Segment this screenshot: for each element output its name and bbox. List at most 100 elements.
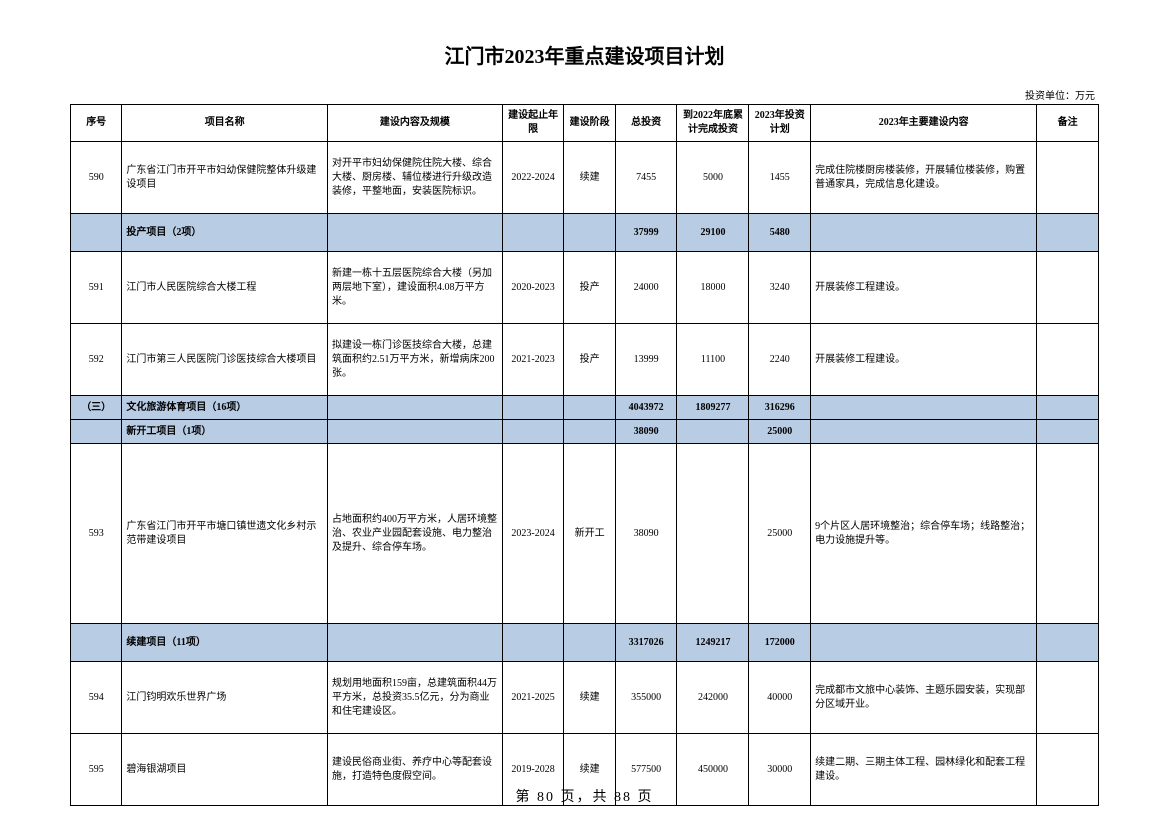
col-done: 到2022年底累计完成投资 (677, 105, 749, 142)
cell-task (811, 420, 1037, 444)
cell-note (1037, 420, 1099, 444)
cell-stage: 新开工 (564, 444, 615, 624)
cell-name: 江门市第三人民医院门诊医技综合大楼项目 (122, 324, 328, 396)
cell-done (677, 444, 749, 624)
cell-period (502, 624, 564, 662)
cell-name: 投产项目（2项） (122, 214, 328, 252)
cell-note (1037, 662, 1099, 734)
cell-done: 18000 (677, 252, 749, 324)
cell-period (502, 420, 564, 444)
table-row: 593广东省江门市开平市塘口镇世遗文化乡村示范带建设项目占地面积约400万平方米… (71, 444, 1099, 624)
cell-period: 2020-2023 (502, 252, 564, 324)
cell-plan: 316296 (749, 396, 811, 420)
cell-period: 2021-2025 (502, 662, 564, 734)
col-period: 建设起止年限 (502, 105, 564, 142)
table-row: 续建项目（11项） 33170261249217172000 (71, 624, 1099, 662)
cell-seq: 590 (71, 142, 122, 214)
cell-seq: （三） (71, 396, 122, 420)
col-note: 备注 (1037, 105, 1099, 142)
table-header-row: 序号 项目名称 建设内容及规模 建设起止年限 建设阶段 总投资 到2022年底累… (71, 105, 1099, 142)
col-seq: 序号 (71, 105, 122, 142)
cell-scope: 对开平市妇幼保健院住院大楼、综合大楼、厨房楼、辅位楼进行升级改造装修，平整地面，… (328, 142, 503, 214)
cell-name: 广东省江门市开平市妇幼保健院整体升级建设项目 (122, 142, 328, 214)
project-table: 序号 项目名称 建设内容及规模 建设起止年限 建设阶段 总投资 到2022年底累… (70, 104, 1099, 806)
cell-scope: 规划用地面积159亩，总建筑面积44万平方米，总投资35.5亿元，分为商业和住宅… (328, 662, 503, 734)
table-row: 590广东省江门市开平市妇幼保健院整体升级建设项目对开平市妇幼保健院住院大楼、综… (71, 142, 1099, 214)
cell-plan: 2240 (749, 324, 811, 396)
cell-period: 2021-2023 (502, 324, 564, 396)
cell-stage (564, 420, 615, 444)
cell-total: 7455 (615, 142, 677, 214)
cell-task: 开展装修工程建设。 (811, 252, 1037, 324)
cell-done: 11100 (677, 324, 749, 396)
page-title: 江门市2023年重点建设项目计划 (70, 40, 1099, 69)
table-row: （三）文化旅游体育项目（16项）40439721809277316296 (71, 396, 1099, 420)
cell-task: 9个片区人居环境整治；综合停车场；线路整治；电力设施提升等。 (811, 444, 1037, 624)
cell-total: 4043972 (615, 396, 677, 420)
page-footer: 第 80 页，共 88 页 (0, 786, 1169, 806)
cell-scope: 占地面积约400万平方米，人居环境整治、农业产业园配套设施、电力整治及提升、综合… (328, 444, 503, 624)
cell-plan: 1455 (749, 142, 811, 214)
cell-period: 2022-2024 (502, 142, 564, 214)
cell-task (811, 214, 1037, 252)
cell-note (1037, 252, 1099, 324)
cell-done: 242000 (677, 662, 749, 734)
cell-total: 37999 (615, 214, 677, 252)
cell-seq: 591 (71, 252, 122, 324)
cell-period (502, 396, 564, 420)
col-plan: 2023年投资计划 (749, 105, 811, 142)
cell-note (1037, 142, 1099, 214)
cell-plan: 3240 (749, 252, 811, 324)
cell-scope (328, 624, 503, 662)
cell-plan: 40000 (749, 662, 811, 734)
cell-total: 24000 (615, 252, 677, 324)
cell-stage: 续建 (564, 662, 615, 734)
cell-total: 3317026 (615, 624, 677, 662)
cell-name: 江门市人民医院综合大楼工程 (122, 252, 328, 324)
cell-scope (328, 420, 503, 444)
cell-seq: 594 (71, 662, 122, 734)
cell-done: 1249217 (677, 624, 749, 662)
cell-note (1037, 214, 1099, 252)
cell-note (1037, 396, 1099, 420)
cell-scope: 拟建设一栋门诊医技综合大楼，总建筑面积约2.51万平方米，新增病床200张。 (328, 324, 503, 396)
cell-total: 38090 (615, 420, 677, 444)
cell-task (811, 624, 1037, 662)
table-row: 592江门市第三人民医院门诊医技综合大楼项目拟建设一栋门诊医技综合大楼，总建筑面… (71, 324, 1099, 396)
cell-plan: 25000 (749, 444, 811, 624)
table-row: 594江门钧明欢乐世界广场规划用地面积159亩，总建筑面积44万平方米，总投资3… (71, 662, 1099, 734)
cell-plan: 5480 (749, 214, 811, 252)
cell-total: 38090 (615, 444, 677, 624)
cell-task: 开展装修工程建设。 (811, 324, 1037, 396)
cell-task (811, 396, 1037, 420)
cell-seq (71, 214, 122, 252)
table-row: 591江门市人民医院综合大楼工程新建一栋十五层医院综合大楼（另加两层地下室），建… (71, 252, 1099, 324)
col-task: 2023年主要建设内容 (811, 105, 1037, 142)
cell-done: 5000 (677, 142, 749, 214)
cell-name: 新开工项目（1项） (122, 420, 328, 444)
unit-label: 投资单位：万元 (70, 87, 1099, 102)
cell-total: 13999 (615, 324, 677, 396)
table-row: 新开工项目（1项） 38090 25000 (71, 420, 1099, 444)
cell-scope (328, 396, 503, 420)
cell-plan: 25000 (749, 420, 811, 444)
cell-stage (564, 624, 615, 662)
cell-seq: 593 (71, 444, 122, 624)
cell-stage (564, 396, 615, 420)
col-total: 总投资 (615, 105, 677, 142)
cell-name: 续建项目（11项） (122, 624, 328, 662)
cell-note (1037, 444, 1099, 624)
cell-task: 完成都市文旅中心装饰、主题乐园安装，实现部分区域开业。 (811, 662, 1037, 734)
cell-task: 完成住院楼厨房楼装修，开展辅位楼装修，购置普通家具，完成信息化建设。 (811, 142, 1037, 214)
cell-total: 355000 (615, 662, 677, 734)
cell-plan: 172000 (749, 624, 811, 662)
cell-name: 文化旅游体育项目（16项） (122, 396, 328, 420)
cell-stage: 续建 (564, 142, 615, 214)
cell-done: 29100 (677, 214, 749, 252)
cell-period (502, 214, 564, 252)
cell-name: 广东省江门市开平市塘口镇世遗文化乡村示范带建设项目 (122, 444, 328, 624)
cell-stage (564, 214, 615, 252)
cell-stage: 投产 (564, 252, 615, 324)
cell-done (677, 420, 749, 444)
cell-seq (71, 420, 122, 444)
